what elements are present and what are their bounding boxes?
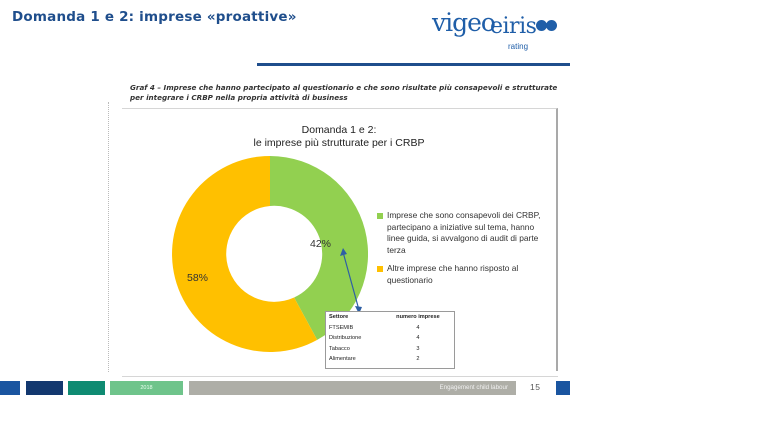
- footer-block-blue: [0, 381, 20, 395]
- table-cell: FTSEMIB: [329, 324, 354, 331]
- chart-title-line1: Domanda 1 e 2:: [301, 124, 377, 136]
- donut-slice-yellow: [172, 156, 318, 352]
- annotation-arrow-icon: [340, 248, 362, 314]
- table-header-row: Settore numero imprese: [326, 312, 454, 323]
- logo-dot-icon: [546, 20, 557, 31]
- table-cell: 4: [416, 335, 420, 342]
- table-header: numero imprese: [396, 314, 440, 321]
- data-label-58: 58%: [187, 272, 209, 284]
- legend-label: Imprese che sono consapevoli dei CRBP, p…: [387, 210, 541, 255]
- table-cell: 2: [416, 356, 420, 363]
- footer-block-teal: [68, 381, 105, 395]
- vigeo-eiris-logo: vigeo eiris rating: [432, 8, 562, 56]
- footer-block-navy: [26, 381, 63, 395]
- data-label-42: 42%: [310, 238, 332, 250]
- legend-label: Altre imprese che hanno risposto al ques…: [387, 263, 519, 285]
- donut-chart: [172, 156, 368, 352]
- footer-topic: Engagement child labour: [189, 381, 516, 395]
- sector-table: Settore numero imprese FTSEMIB 4 Distrib…: [325, 311, 455, 369]
- table-row: FTSEMIB 4: [326, 323, 454, 334]
- table-cell: 4: [416, 324, 420, 331]
- table-row: Tabacco 3: [326, 344, 454, 355]
- legend-item-consapevoli: Imprese che sono consapevoli dei CRBP, p…: [377, 210, 552, 256]
- table-cell: Alimentare: [329, 356, 356, 363]
- table-row: Distribuzione 4: [326, 333, 454, 344]
- slide-title: Domanda 1 e 2: imprese «proattive»: [12, 9, 297, 25]
- chart-legend: Imprese che sono consapevoli dei CRBP, p…: [377, 210, 552, 293]
- legend-swatch-yellow-icon: [377, 266, 383, 272]
- footer-block-end: [556, 381, 570, 395]
- header-divider: [257, 63, 570, 66]
- table-cell: Distribuzione: [329, 335, 362, 342]
- table-header: Settore: [329, 314, 349, 321]
- legend-item-altre: Altre imprese che hanno risposto al ques…: [377, 263, 552, 286]
- chart-bottom-border: [122, 376, 558, 377]
- logo-text-vigeo: vigeo: [432, 8, 496, 37]
- logo-subtitle: rating: [508, 42, 529, 51]
- chart-caption: Graf 4 – Imprese che hanno partecipato a…: [130, 83, 558, 102]
- logo-dot-icon: [536, 20, 547, 31]
- table-cell: 3: [416, 345, 420, 352]
- logo-text-eiris: eiris: [490, 14, 537, 39]
- footer-year: 2018: [110, 381, 183, 395]
- donut-slice-green: [270, 156, 368, 340]
- legend-swatch-green-icon: [377, 213, 383, 219]
- table-cell: Tabacco: [329, 345, 350, 352]
- chart-title: Domanda 1 e 2: le imprese più strutturat…: [222, 124, 456, 150]
- table-row: Alimentare 2: [326, 354, 454, 365]
- page-number: 15: [530, 382, 541, 392]
- chart-title-line2: le imprese più strutturate per i CRBP: [253, 137, 425, 149]
- frame-dotted-border: [108, 102, 109, 372]
